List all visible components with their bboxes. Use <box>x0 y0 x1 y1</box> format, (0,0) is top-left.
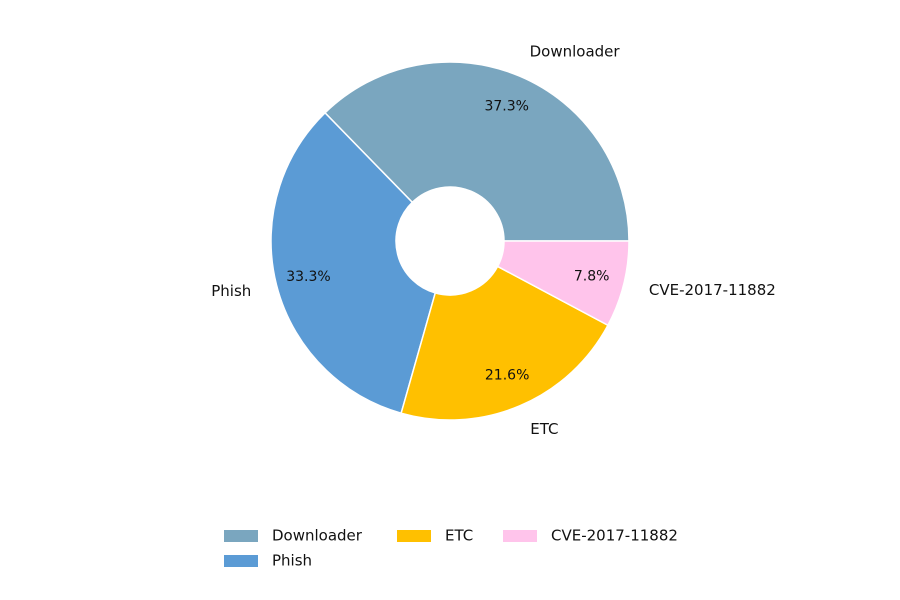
legend: Downloader Phish ETC CVE-2017-11882 <box>224 527 678 570</box>
percent-label-downloader: 37.3% <box>484 98 528 114</box>
percent-labels-group: 37.3% 33.3% 21.6% 7.8% <box>286 98 609 383</box>
slice-downloader <box>323 61 630 242</box>
legend-swatch-etc <box>397 530 431 542</box>
slice-label-etc: ETC <box>530 420 558 438</box>
slice-labels-group: Downloader Phish ETC CVE-2017-11882 <box>211 43 776 439</box>
slice-label-phish: Phish <box>211 282 251 300</box>
slice-etc <box>400 265 609 421</box>
slice-label-downloader: Downloader <box>530 43 621 61</box>
legend-swatch-phish <box>224 555 258 567</box>
slices-group <box>270 61 630 421</box>
percent-label-etc: 21.6% <box>485 367 529 383</box>
percent-label-cve-2017-11882: 7.8% <box>574 268 610 284</box>
legend-label-cve-2017-11882: CVE-2017-11882 <box>551 527 678 545</box>
slice-phish <box>270 111 437 415</box>
slice-label-cve-2017-11882: CVE-2017-11882 <box>649 281 776 299</box>
legend-swatch-downloader <box>224 530 258 542</box>
legend-label-etc: ETC <box>445 527 473 545</box>
legend-label-phish: Phish <box>272 552 312 570</box>
percent-label-phish: 33.3% <box>286 269 330 285</box>
legend-swatch-cve-2017-11882 <box>503 530 537 542</box>
slice-cve-2017-11882 <box>496 240 630 327</box>
legend-label-downloader: Downloader <box>272 527 363 545</box>
